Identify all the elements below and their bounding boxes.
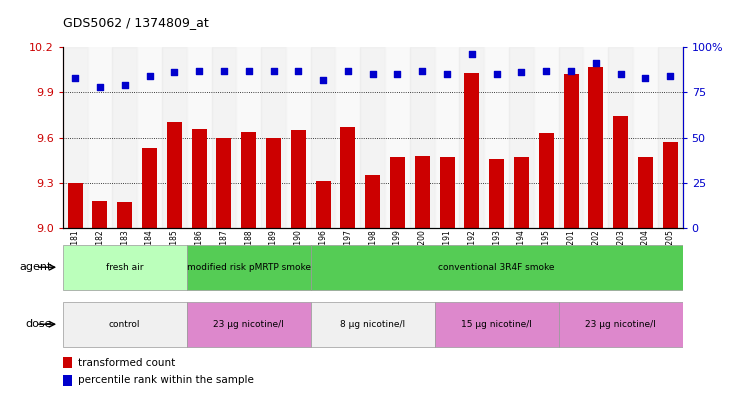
Point	[640, 75, 652, 81]
Bar	[509, 47, 534, 228]
Bar	[63, 244, 187, 290]
Bar	[311, 301, 435, 347]
Point	[243, 68, 255, 74]
Point	[119, 82, 131, 88]
Bar	[241, 132, 256, 228]
Bar	[464, 73, 479, 228]
Bar	[88, 47, 112, 228]
Point	[94, 84, 106, 90]
Bar	[608, 47, 633, 228]
Point	[168, 69, 180, 75]
Bar	[559, 47, 584, 228]
Bar	[638, 157, 653, 228]
Text: 23 μg nicotine/l: 23 μg nicotine/l	[213, 320, 284, 329]
Bar	[340, 127, 355, 228]
Text: transformed count: transformed count	[77, 358, 175, 367]
Bar	[435, 47, 460, 228]
Bar	[92, 201, 107, 228]
Bar	[112, 47, 137, 228]
Bar	[316, 181, 331, 228]
Point	[268, 68, 280, 74]
Point	[392, 71, 404, 77]
Bar	[390, 157, 405, 228]
Bar	[588, 67, 603, 228]
Bar	[291, 130, 306, 228]
Bar	[63, 301, 187, 347]
Bar	[63, 357, 72, 368]
Text: GDS5062 / 1374809_at: GDS5062 / 1374809_at	[63, 16, 208, 29]
Bar	[564, 74, 579, 228]
Text: 8 μg nicotine/l: 8 μg nicotine/l	[340, 320, 405, 329]
Bar	[187, 244, 311, 290]
Text: dose: dose	[25, 319, 52, 329]
Bar	[415, 156, 430, 228]
Point	[466, 51, 477, 57]
Bar	[311, 244, 683, 290]
Bar	[460, 47, 484, 228]
Bar	[187, 47, 212, 228]
Bar	[286, 47, 311, 228]
Point	[193, 68, 205, 74]
Text: 23 μg nicotine/l: 23 μg nicotine/l	[585, 320, 656, 329]
Bar	[489, 159, 504, 228]
Bar	[663, 142, 677, 228]
Point	[342, 68, 354, 74]
Bar	[63, 47, 88, 228]
Text: agent: agent	[19, 262, 52, 272]
Text: conventional 3R4F smoke: conventional 3R4F smoke	[438, 263, 555, 272]
Text: control: control	[109, 320, 140, 329]
Bar	[410, 47, 435, 228]
Text: modified risk pMRTP smoke: modified risk pMRTP smoke	[187, 263, 311, 272]
Bar	[162, 47, 187, 228]
Bar	[261, 47, 286, 228]
Bar	[484, 47, 509, 228]
Point	[615, 71, 627, 77]
Point	[516, 69, 528, 75]
Bar	[385, 47, 410, 228]
Bar	[212, 47, 236, 228]
Bar	[365, 175, 380, 228]
Bar	[633, 47, 658, 228]
Bar	[266, 138, 281, 228]
Point	[491, 71, 503, 77]
Bar	[311, 47, 336, 228]
Point	[590, 60, 601, 66]
Bar	[336, 47, 360, 228]
Bar	[534, 47, 559, 228]
Text: percentile rank within the sample: percentile rank within the sample	[77, 375, 253, 385]
Point	[565, 68, 577, 74]
Bar	[216, 138, 231, 228]
Bar	[68, 183, 83, 228]
Bar	[559, 301, 683, 347]
Bar	[63, 375, 72, 386]
Point	[317, 77, 329, 83]
Bar	[167, 123, 182, 228]
Bar	[539, 133, 554, 228]
Bar	[142, 148, 157, 228]
Text: 15 μg nicotine/l: 15 μg nicotine/l	[461, 320, 532, 329]
Bar	[117, 202, 132, 228]
Bar	[440, 157, 455, 228]
Bar	[137, 47, 162, 228]
Point	[416, 68, 428, 74]
Bar	[584, 47, 608, 228]
Bar	[435, 301, 559, 347]
Bar	[236, 47, 261, 228]
Bar	[514, 157, 529, 228]
Bar	[192, 129, 207, 228]
Text: fresh air: fresh air	[106, 263, 143, 272]
Point	[218, 68, 230, 74]
Bar	[360, 47, 385, 228]
Bar	[187, 301, 311, 347]
Point	[69, 75, 81, 81]
Bar	[613, 116, 628, 228]
Point	[144, 73, 156, 79]
Point	[367, 71, 379, 77]
Point	[292, 68, 304, 74]
Point	[441, 71, 453, 77]
Bar	[658, 47, 683, 228]
Point	[664, 73, 676, 79]
Point	[540, 68, 552, 74]
